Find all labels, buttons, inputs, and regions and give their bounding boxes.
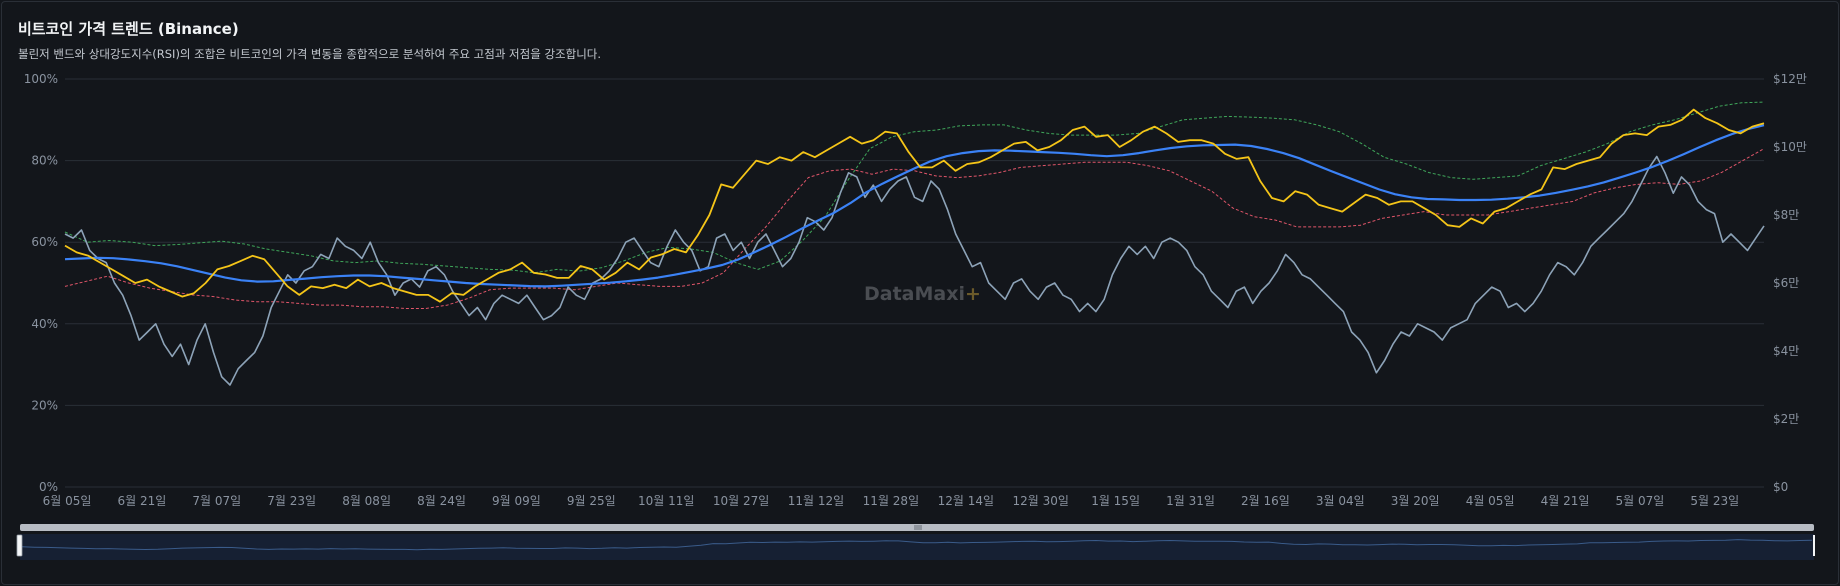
right-tick-label: $6만	[1773, 276, 1799, 290]
lower-band-line	[64, 148, 1765, 309]
x-tick-label: 9월 25일	[567, 494, 616, 508]
left-tick-label: 20%	[31, 398, 58, 412]
x-tick-label: 6월 21일	[117, 494, 166, 508]
right-tick-label: $12만	[1773, 72, 1807, 86]
x-axis-ticks: 6월 05일 6월 21일 7월 07일 7월 23일 8월 08일 8월 24일 9월 0…	[43, 494, 1740, 508]
right-axis-ticks: $0 $2만 $4만 $6만 $8만 $10만 $12만	[1773, 72, 1807, 494]
x-tick-label: 11월 28일	[863, 494, 919, 508]
x-tick-label: 8월 08일	[342, 494, 391, 508]
upper-band-line	[64, 101, 1765, 274]
x-tick-label: 9월 09일	[492, 494, 541, 508]
x-tick-label: 7월 23일	[267, 494, 316, 508]
x-tick-label: 3월 20일	[1391, 494, 1440, 508]
x-tick-label: 12월 30일	[1012, 494, 1068, 508]
right-tick-label: $8만	[1773, 208, 1799, 222]
series-lines	[64, 101, 1765, 386]
x-tick-label: 11월 12일	[788, 494, 844, 508]
x-tick-label: 6월 05일	[43, 494, 92, 508]
left-tick-label: 60%	[31, 235, 58, 249]
left-axis-ticks: 0% 20% 40% 60% 80% 100%	[24, 72, 58, 494]
rsi-line	[64, 155, 1765, 386]
x-tick-label: 4월 05일	[1466, 494, 1515, 508]
x-tick-label: 5월 23일	[1690, 494, 1739, 508]
x-tick-label: 10월 27일	[713, 494, 769, 508]
price-line	[64, 108, 1765, 303]
x-tick-label: 8월 24일	[417, 494, 466, 508]
right-tick-label: $4만	[1773, 344, 1799, 358]
x-tick-label: 1월 15일	[1091, 494, 1140, 508]
sma-line	[64, 124, 1765, 288]
grid-lines	[65, 78, 1764, 488]
left-tick-label: 80%	[31, 154, 58, 168]
navigator-preview-area	[20, 534, 1814, 560]
chart-subtitle: 볼린저 밴드와 상대강도지수(RSI)의 조합은 비트코인의 가격 변동을 종합…	[18, 47, 602, 61]
right-tick-label: $2만	[1773, 412, 1799, 426]
chart-title: 비트코인 가격 트렌드 (Binance)	[18, 20, 239, 38]
navigator-grip[interactable]	[914, 525, 922, 530]
navigator-left-handle[interactable]	[16, 534, 23, 557]
left-tick-label: 40%	[31, 317, 58, 331]
right-tick-label: $10만	[1773, 140, 1807, 154]
x-tick-label: 5월 07일	[1615, 494, 1664, 508]
watermark: DataMaxi+	[864, 283, 981, 305]
x-tick-label: 7월 07일	[192, 494, 241, 508]
navigator-right-handle[interactable]	[1813, 535, 1815, 556]
x-tick-label: 3월 04일	[1316, 494, 1365, 508]
right-tick-label: $0	[1773, 480, 1788, 494]
range-navigator[interactable]	[16, 524, 1815, 560]
x-tick-label: 1월 31일	[1166, 494, 1215, 508]
x-tick-label: 12월 14일	[938, 494, 994, 508]
left-tick-label: 100%	[24, 72, 58, 86]
x-tick-label: 4월 21일	[1541, 494, 1590, 508]
left-tick-label: 0%	[39, 480, 58, 494]
navigator-preview-line	[21, 539, 1813, 551]
x-tick-label: 2월 16일	[1241, 494, 1290, 508]
x-tick-label: 10월 11일	[638, 494, 694, 508]
